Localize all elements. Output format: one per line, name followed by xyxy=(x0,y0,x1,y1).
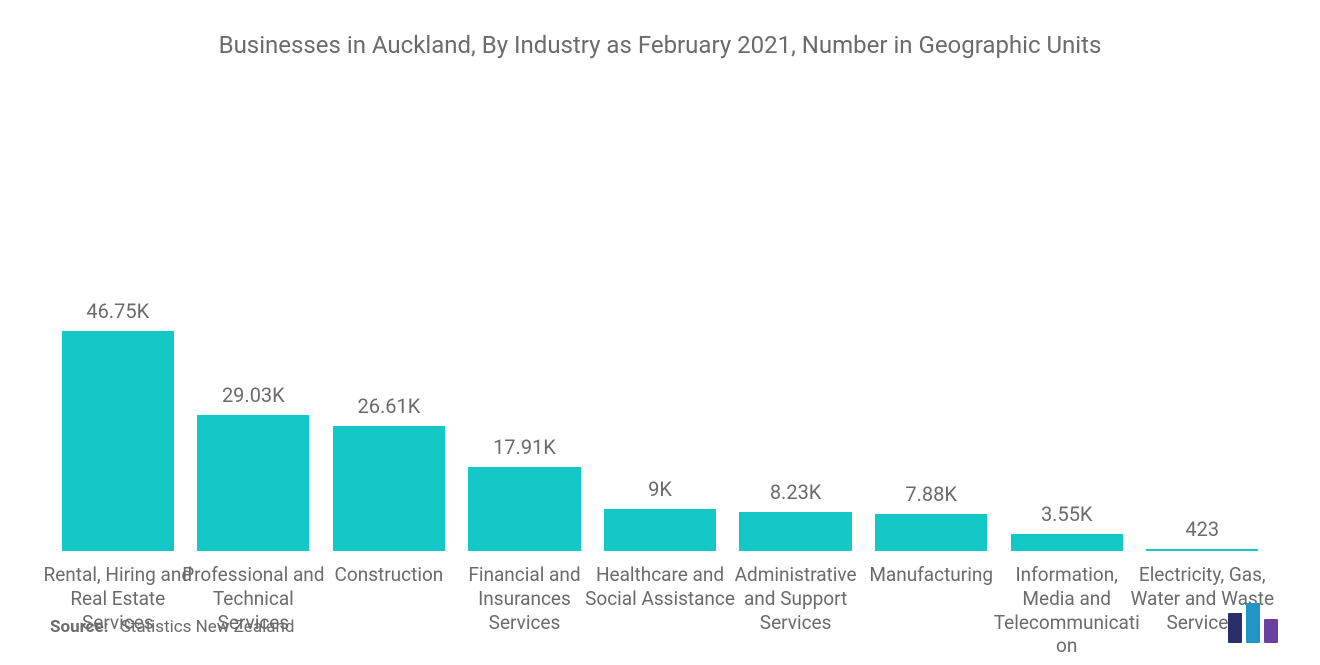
bar-category-label: Financial and Insurances Services xyxy=(448,563,601,634)
source-label: Source: xyxy=(50,617,108,637)
bar-group: 9KHealthcare and Social Assistance xyxy=(596,121,724,551)
bar xyxy=(604,509,716,551)
bar-group: 7.88KManufacturing xyxy=(867,121,995,551)
bar-value-label: 26.61K xyxy=(358,394,421,418)
bar-group: 3.55KInformation, Media and Telecommunic… xyxy=(1003,121,1131,551)
bar xyxy=(1011,534,1123,551)
bar-category-label: Administrative and Support Services xyxy=(719,563,872,634)
bar-value-label: 7.88K xyxy=(905,482,957,506)
chart-container: Businesses in Auckland, By Industry as F… xyxy=(0,0,1320,665)
logo-bar xyxy=(1228,613,1242,643)
bar-category-label: Information, Media and Telecommunication xyxy=(990,563,1143,658)
bar xyxy=(739,512,851,551)
bar-value-label: 29.03K xyxy=(222,383,285,407)
bar-group: 29.03KProfessional and Technical Service… xyxy=(190,121,318,551)
bar-value-label: 8.23K xyxy=(770,480,822,504)
bar-group: 26.61KConstruction xyxy=(325,121,453,551)
plot-area: 46.75KRental, Hiring and Real Estate Ser… xyxy=(40,121,1280,551)
bar-group: 17.91KFinancial and Insurances Services xyxy=(461,121,589,551)
brand-logo xyxy=(1228,603,1278,643)
bar-group: 46.75KRental, Hiring and Real Estate Ser… xyxy=(54,121,182,551)
bar-value-label: 46.75K xyxy=(86,299,149,323)
chart-title: Businesses in Auckland, By Industry as F… xyxy=(40,30,1280,61)
bar-category-label: Construction xyxy=(312,563,465,587)
logo-bar xyxy=(1246,603,1260,643)
bar xyxy=(197,415,309,552)
bar-category-label: Healthcare and Social Assistance xyxy=(584,563,737,611)
bar-value-label: 9K xyxy=(648,477,672,501)
bar xyxy=(468,467,580,551)
logo-bar xyxy=(1264,619,1278,643)
source-text: Statistics New Zealand xyxy=(121,617,295,637)
bar xyxy=(62,331,174,551)
bar-value-label: 423 xyxy=(1185,517,1219,541)
bar-group: 8.23KAdministrative and Support Services xyxy=(732,121,860,551)
bar-category-label: Manufacturing xyxy=(855,563,1008,587)
bar-value-label: 3.55K xyxy=(1041,502,1093,526)
bar-group: 423Electricity, Gas, Water and Waste Ser… xyxy=(1139,121,1267,551)
bar-value-label: 17.91K xyxy=(493,435,556,459)
source-row: Source: Statistics New Zealand xyxy=(50,617,294,637)
bar xyxy=(1146,549,1258,551)
bar xyxy=(875,514,987,551)
bar xyxy=(333,426,445,551)
